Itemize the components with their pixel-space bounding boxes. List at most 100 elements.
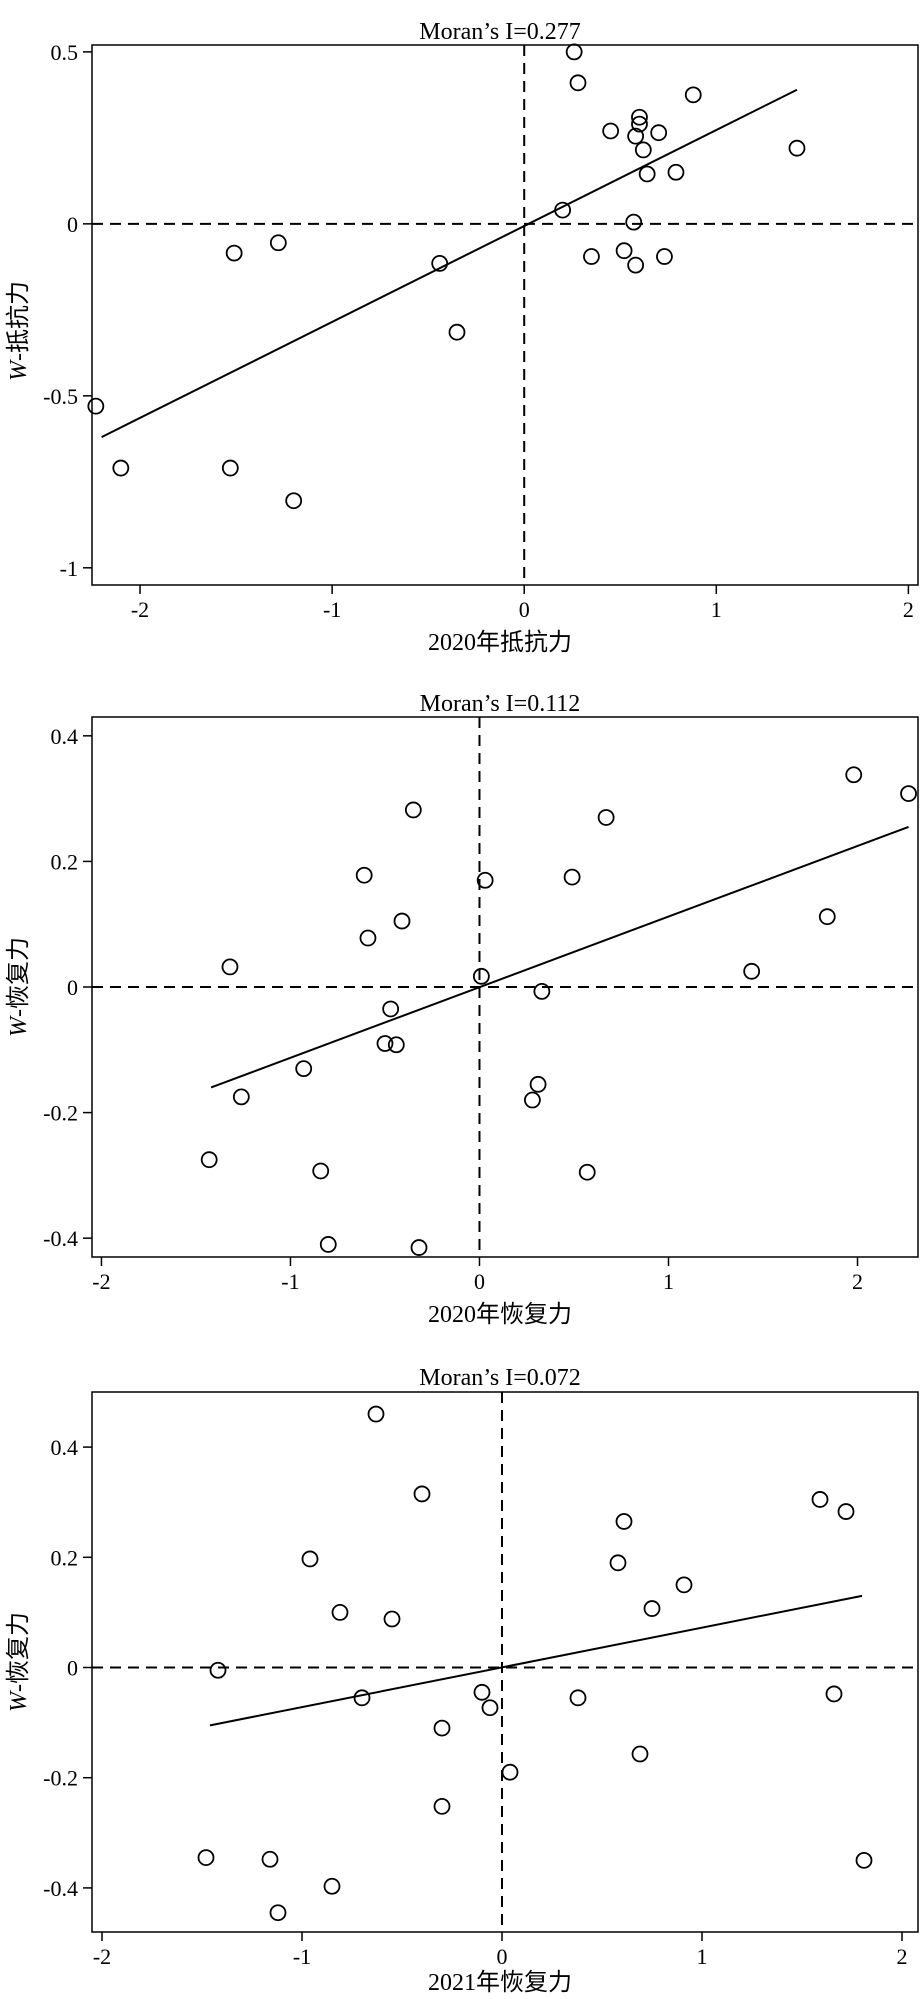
panel-1-xtick-label-4: 2: [903, 597, 914, 622]
panel-3-ytick-label-4: 0.4: [51, 1435, 79, 1460]
panel-3-frame: [91, 1391, 919, 1933]
panel-1-point-0: [87, 397, 105, 415]
panel-1-point-12: [602, 122, 620, 140]
panel-2-ytick-label-0: -0.4: [43, 1226, 78, 1251]
panel-3-point-16: [569, 1689, 587, 1707]
panel-3-point-18: [615, 1513, 633, 1530]
panel-2-point-0: [200, 1151, 218, 1169]
panel-1-point-5: [285, 492, 303, 510]
panel-3-xtick-label-1: -1: [293, 1944, 311, 1969]
panel-2-point-13: [410, 1239, 428, 1256]
panel-2-point-20: [578, 1163, 596, 1181]
panel-1-point-21: [650, 124, 668, 142]
panel-3-point-5: [323, 1877, 341, 1895]
panel-3-xtick-label-4: 2: [897, 1944, 908, 1969]
panel-1-point-22: [656, 248, 673, 265]
panel-2-xtick-label-4: 2: [852, 1269, 863, 1294]
panel-3-ytick-label-2: 0: [67, 1656, 78, 1681]
panel-3-point-21: [675, 1576, 693, 1594]
panel-3-point-9: [383, 1610, 401, 1628]
panel-3-point-19: [631, 1745, 649, 1763]
panel-2-point-15: [476, 871, 494, 889]
panel-1-xtick-label-0: -2: [131, 597, 149, 622]
panel-3-ytick-label-1: -0.2: [43, 1766, 78, 1791]
panel-2-fit-line: [210, 825, 909, 1089]
panel-2-ylabel-prefix: W: [6, 1015, 32, 1037]
panel-3-ytick-label-3: 0.2: [51, 1545, 79, 1570]
panel-3-point-24: [837, 1503, 855, 1520]
panel-1-point-2: [221, 459, 239, 477]
panel-3-xtick-label-0: -2: [93, 1944, 111, 1969]
panel-2-point-17: [529, 1075, 547, 1093]
panel-2-point-24: [845, 766, 863, 784]
panel-1-point-9: [565, 43, 583, 61]
panel-1-point-24: [684, 86, 702, 104]
panel-3: Moran’s I=0.072 -2 -1 0 1 2 -0.4 -0.2 0 0.2 0.4 2…: [5, 1365, 919, 1996]
panel-1-xtick-label-1: -1: [323, 597, 341, 622]
panel-1-point-17: [631, 108, 648, 126]
panel-1-frame: [91, 44, 919, 586]
panel-1-point-6: [431, 255, 449, 272]
panel-2-ytick-label-3: 0.2: [51, 849, 79, 874]
panel-2-ytick-label-2: 0: [67, 975, 78, 1000]
panel-3-point-23: [825, 1685, 843, 1703]
panel-3-ylabel-text: -恢复力: [5, 1612, 32, 1692]
panel-3-point-6: [331, 1604, 349, 1621]
panel-1: Moran’s I=0.277 -2 -1 0 1 2 -1 -0.5 0 0.5 2020年抵…: [5, 19, 919, 656]
panel-3-point-8: [367, 1405, 385, 1423]
panel-3-point-12: [433, 1797, 451, 1815]
panel-3-ylabel: W-恢复力: [5, 1612, 32, 1712]
panel-3-point-2: [261, 1850, 279, 1868]
panel-2-point-6: [355, 866, 373, 884]
panel-3-point-13: [473, 1683, 491, 1701]
panel-2-xtick-label-3: 1: [663, 1269, 674, 1294]
panel-1-point-3: [225, 244, 243, 262]
panel-3-point-0: [197, 1849, 215, 1867]
panel-1-xlabel: 2020年抵抗力: [428, 629, 572, 656]
panel-2-point-22: [743, 962, 761, 980]
panel-3-xlabel: 2021年恢复力: [428, 1969, 572, 1996]
panel-1-ytick-label-0: -1: [60, 556, 78, 581]
panel-2-point-25: [900, 785, 917, 803]
panel-2-point-16: [524, 1091, 541, 1109]
panel-1-point-25: [788, 139, 806, 157]
panel-2-point-3: [295, 1060, 313, 1078]
panel-1-point-10: [569, 74, 587, 92]
panel-1-point-23: [667, 163, 685, 181]
panel-2-xtick-label-0: -2: [92, 1269, 110, 1294]
panel-2-title: Moran’s I=0.112: [420, 691, 581, 717]
panel-1-ylabel-prefix: W: [6, 359, 32, 381]
panel-1-point-18: [631, 115, 648, 133]
panel-3-point-14: [481, 1699, 499, 1717]
panel-1-point-8: [554, 201, 572, 219]
panel-2-xlabel: 2020年恢复力: [428, 1301, 572, 1328]
panel-1-point-19: [634, 141, 652, 159]
panel-3-point-3: [269, 1904, 287, 1922]
panel-1-xtick-label-2: 0: [519, 597, 530, 622]
panel-1-title: Moran’s I=0.277: [419, 19, 581, 45]
panel-2-ytick-label-4: 0.4: [51, 724, 79, 749]
panel-3-ytick-label-0: -0.4: [43, 1876, 78, 1901]
panel-2-xtick-label-2: 0: [474, 1269, 485, 1294]
panel-1-ytick-label-2: 0: [67, 212, 78, 237]
panel-3-point-25: [855, 1851, 873, 1869]
panel-2-point-4: [312, 1162, 330, 1180]
panel-1-point-11: [583, 248, 600, 265]
panel-2-xtick-label-1: -1: [281, 1269, 299, 1294]
panel-2-point-19: [563, 868, 581, 886]
panel-2-point-12: [404, 801, 422, 819]
panel-1-fit-line: [101, 88, 798, 438]
panel-2-point-2: [232, 1088, 250, 1106]
panel-3-plot: -2 -1 0 1 2 -0.4 -0.2 0 0.2 0.4: [43, 1392, 918, 1969]
panel-1-xtick-label-3: 1: [711, 597, 722, 622]
panel-2-ytick-label-1: -0.2: [43, 1101, 78, 1126]
panel-3-point-4: [301, 1550, 319, 1568]
panel-2-point-1: [221, 958, 239, 976]
panel-3-ylabel-prefix: W: [6, 1690, 32, 1712]
panel-2: Moran’s I=0.112 -2 -1 0 1 2 -0.4 -0.2 0 0.2 0.4 2…: [5, 691, 919, 1328]
panel-3-fit-line: [209, 1594, 863, 1727]
panel-1-point-16: [627, 256, 645, 274]
panel-1-ytick-label-1: -0.5: [43, 384, 78, 409]
panel-3-point-7: [353, 1689, 371, 1707]
